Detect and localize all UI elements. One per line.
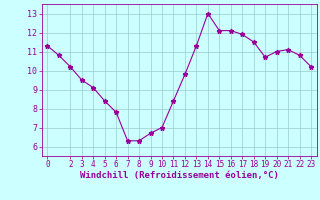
X-axis label: Windchill (Refroidissement éolien,°C): Windchill (Refroidissement éolien,°C) xyxy=(80,171,279,180)
